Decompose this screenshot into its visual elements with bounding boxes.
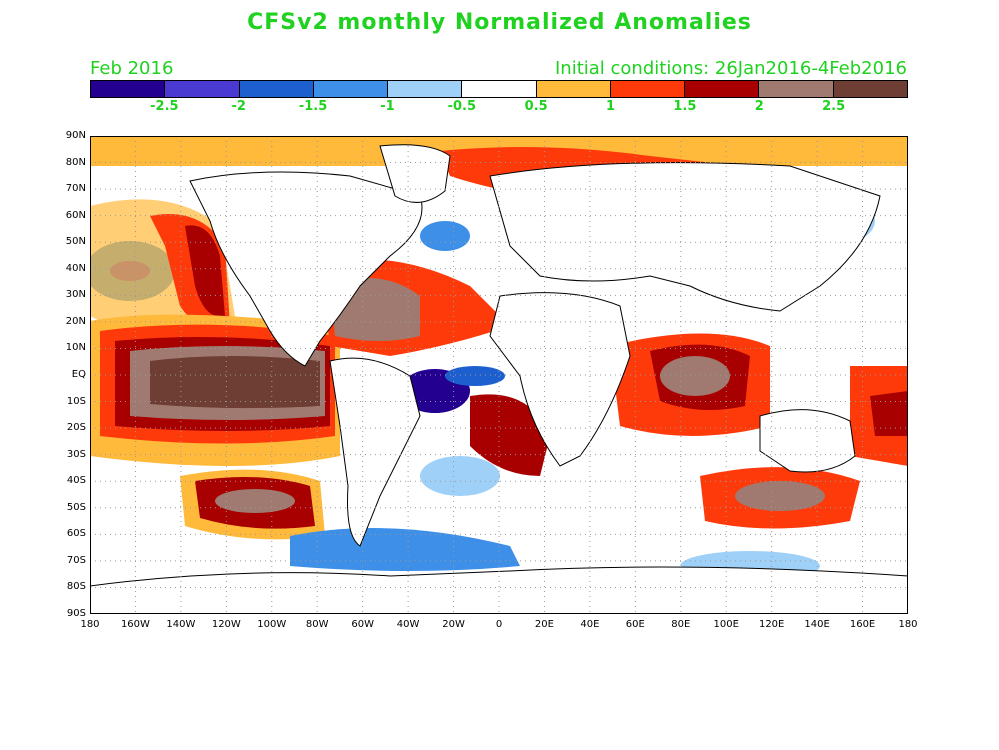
colorbar-labels: -2.5 -2 -1.5 -1 -0.5 0.5 1 1.5 2 2.5 (90, 99, 908, 115)
longitude-label: 80E (671, 619, 691, 630)
colorbar-swatch (313, 81, 389, 97)
colorbar-tick-label: 2 (754, 99, 764, 114)
longitude-label: 60E (625, 619, 645, 630)
latitude-label: 30S (66, 448, 86, 460)
latitude-label: 60S (66, 528, 86, 540)
latitude-label: 50N (65, 236, 86, 248)
colorbar-tick-label: -1.5 (298, 99, 328, 114)
longitude-label: 100E (713, 619, 739, 630)
latitude-label: 70N (65, 183, 86, 195)
longitude-label: 40W (396, 619, 420, 630)
colorbar (90, 80, 908, 98)
tropical-atlantic-cold-edge (445, 366, 505, 386)
colorbar-tick-label: -1 (380, 99, 395, 114)
chart-title: CFSv2 monthly Normalized Anomalies (247, 10, 752, 35)
indian-ocean-warm-center (660, 356, 730, 396)
australia (759, 409, 856, 473)
colorbar-swatch (759, 81, 834, 97)
colorbar-swatch (91, 81, 166, 97)
colorbar-swatch (610, 81, 686, 97)
forecast-month: Feb 2016 (90, 58, 174, 79)
colorbar-swatch (239, 81, 314, 97)
colorbar-tick-label: -0.5 (447, 99, 477, 114)
latitude-label: 60N (65, 209, 86, 221)
colorbar-swatch (165, 81, 240, 97)
longitude-label: 40E (580, 619, 600, 630)
anomaly-map (90, 136, 908, 614)
south-atlantic-cold (420, 456, 500, 496)
colorbar-swatch (833, 81, 907, 97)
longitude-label: 140E (804, 619, 830, 630)
colorbar-tick-label: 0.5 (524, 99, 548, 114)
longitude-label: 180 (80, 619, 100, 630)
latitude-label: 90S (66, 608, 86, 619)
east-tropical-pacific-warm-core (870, 391, 908, 436)
eurasia (489, 162, 881, 312)
latitude-label: 20S (66, 422, 86, 434)
colorbar-tick-label: 2.5 (822, 99, 846, 114)
latitude-label: 10S (66, 395, 86, 407)
colorbar-swatch (462, 81, 537, 97)
greenland (379, 144, 451, 203)
colorbar-swatch (685, 81, 760, 97)
latitude-label: 80N (65, 156, 86, 168)
longitude-label: 100W (257, 619, 287, 630)
map-border (90, 136, 908, 614)
longitude-label: 120E (758, 619, 785, 630)
latitude-label: 50S (66, 501, 86, 513)
colorbar-swatch (388, 81, 463, 97)
colorbar-tick-label: 1.5 (673, 99, 697, 114)
colorbar-swatch (536, 81, 611, 97)
longitude-label: 60W (351, 619, 374, 630)
latitude-label: 40S (66, 475, 86, 487)
longitude-label: 160W (120, 619, 150, 630)
latitude-label: 40N (65, 262, 86, 274)
longitude-label: 120W (211, 619, 241, 630)
longitude-label: 180 (898, 619, 918, 630)
initial-conditions: Initial conditions: 26Jan2016-4Feb2016 (554, 58, 907, 79)
latitude-label: EQ (71, 369, 86, 380)
south-pacific-warm-center (215, 489, 295, 513)
antarctica (90, 566, 908, 614)
longitude-label: 160E (849, 619, 876, 630)
colorbar-tick-label: -2 (231, 99, 246, 114)
longitude-label: 20W (442, 619, 465, 630)
south-america (329, 357, 421, 547)
longitude-label: 140W (166, 619, 196, 630)
latitude-label: 30N (65, 289, 86, 301)
colorbar-tick-label: -2.5 (150, 99, 179, 114)
latitude-label: 90N (65, 130, 86, 141)
southern-ocean-cold (290, 528, 520, 571)
colorbar-tick-label: 1 (606, 99, 616, 114)
latitude-label: 80S (66, 581, 86, 593)
south-atlantic-warm (470, 394, 550, 476)
latitude-label: 20N (65, 315, 86, 327)
longitude-label: 80W (305, 619, 329, 630)
latitude-label: 10N (65, 342, 86, 354)
pacific-warm-extreme (150, 356, 320, 409)
australia-south-warm-core (735, 481, 825, 511)
longitude-label: 0 (495, 619, 503, 630)
north-atlantic-cold (420, 221, 470, 251)
africa (489, 292, 631, 467)
latitude-label: 70S (66, 554, 86, 566)
ne-pacific-coast-band (185, 225, 225, 317)
longitude-label: 20E (534, 619, 554, 630)
